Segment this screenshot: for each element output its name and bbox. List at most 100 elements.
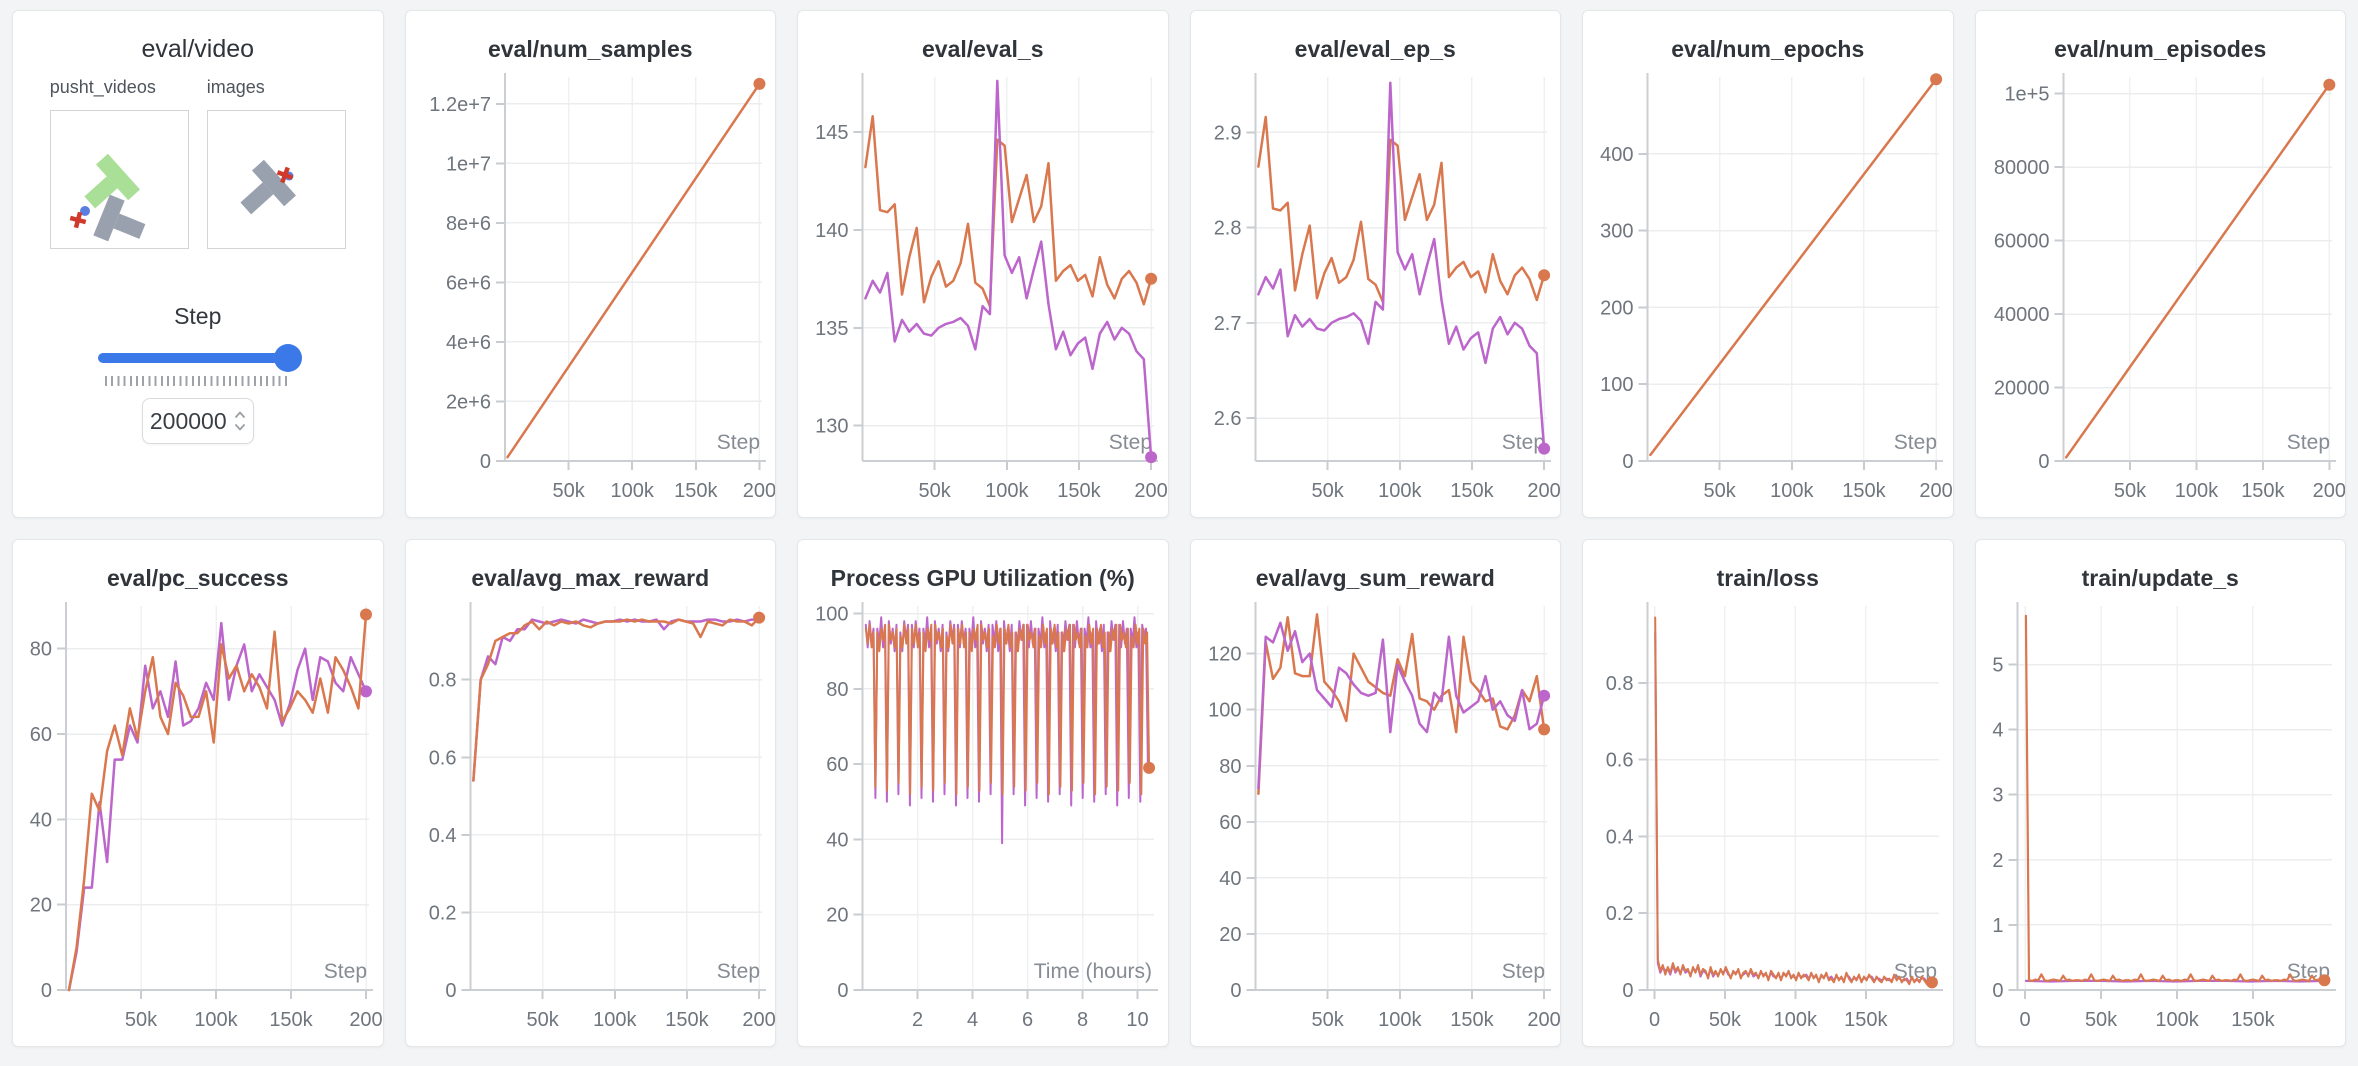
svg-text:4: 4 [1992,720,2003,742]
svg-text:100: 100 [815,604,848,626]
step-input-value: 200000 [149,407,227,434]
thumb-block-images: images [206,77,346,249]
svg-text:0: 0 [1622,980,1633,1002]
pusht-image-frame [240,159,296,215]
chart-eval-num-epochs[interactable]: 50k 100k 150k 200 0 100 200 300 400 Step [1583,63,1953,513]
chart-eval-avg-max-reward[interactable]: 50k 100k 150k 200 0 0.2 0.4 0.6 0.8 Step [406,592,776,1042]
svg-text:100: 100 [1600,374,1633,396]
svg-text:0.4: 0.4 [428,825,456,847]
svg-text:50k: 50k [1311,480,1344,502]
svg-text:100k: 100k [985,480,1029,502]
panel-train-loss: train/loss 0 50k 100k 150k 0 0.2 0.4 0.6 0.8 Step [1582,539,1954,1047]
svg-text:0: 0 [445,980,456,1002]
svg-text:0.2: 0.2 [1606,903,1634,925]
panel-title: eval/video [141,35,255,63]
chart-eval-eval-ep-s[interactable]: 50k 100k 150k 200 2.6 2.7 2.8 2.9 Step [1191,63,1561,513]
svg-text:Step: Step [1894,960,1937,983]
slider-thumb[interactable] [273,344,302,372]
chart-train-loss[interactable]: 0 50k 100k 150k 0 0.2 0.4 0.6 0.8 Step [1583,592,1953,1042]
svg-text:Step: Step [1109,431,1152,454]
svg-text:40: 40 [1219,868,1241,890]
chart-eval-num-samples[interactable]: 50k 100k 150k 200 0 2e+6 4e+6 6e+6 8e+6 1e+7 1.2e+… [406,63,776,513]
svg-text:40000: 40000 [1993,304,2049,326]
panel-title: eval/avg_max_reward [471,565,710,591]
svg-text:100: 100 [1208,700,1241,722]
svg-text:50k: 50k [1709,1009,1742,1031]
svg-text:0.6: 0.6 [1606,750,1634,772]
pusht-env-frame [69,153,146,242]
chart-eval-eval-s[interactable]: 50k 100k 150k 200 130 135 140 145 Step [798,63,1168,513]
svg-text:2.6: 2.6 [1213,408,1241,430]
chart-eval-pc-success[interactable]: 50k 100k 150k 200 0 20 40 60 80 Step [13,592,383,1042]
chart-eval-avg-sum-reward[interactable]: 50k 100k 150k 200 0 20 40 60 80 100 120 Step [1191,592,1561,1042]
stepper-chevrons-icon[interactable] [234,409,246,433]
svg-text:0.2: 0.2 [428,902,456,924]
svg-text:50k: 50k [125,1009,158,1031]
panel-title: eval/num_episodes [2054,36,2267,62]
svg-text:100k: 100k [1770,480,1814,502]
svg-text:1.2e+7: 1.2e+7 [429,94,491,116]
panel-eval-eval-ep-s: eval/eval_ep_s 50k 100k 150k 200 2.6 2.7 2.8 2.… [1189,10,1561,518]
svg-text:200: 200 [349,1009,382,1031]
svg-text:150k: 150k [2241,480,2285,502]
svg-text:60: 60 [30,724,52,746]
t-block-shape [93,194,146,242]
svg-text:0: 0 [2038,451,2049,473]
svg-text:20: 20 [30,895,52,917]
svg-text:50k: 50k [2113,480,2146,502]
svg-text:150k: 150k [1842,480,1886,502]
svg-text:0: 0 [837,980,848,1002]
svg-text:6: 6 [1022,1009,1033,1031]
thumb-label: pusht_videos [49,77,156,97]
svg-text:2: 2 [1992,850,2003,872]
step-slider-label: Step [174,303,222,329]
svg-text:2.7: 2.7 [1213,313,1241,335]
svg-text:Step: Step [2286,960,2329,983]
svg-text:50k: 50k [919,480,952,502]
svg-text:0: 0 [1992,980,2003,1002]
svg-text:60: 60 [826,754,848,776]
svg-text:150k: 150k [269,1009,313,1031]
step-slider[interactable] [97,344,302,372]
thumb-label: images [206,77,265,97]
svg-text:10: 10 [1126,1009,1148,1031]
svg-text:Time (hours): Time (hours) [1034,960,1152,983]
panel-train-update-s: train/update_s 0 50k 100k 150k 0 1 2 3 4 5 Step [1974,539,2346,1047]
step-input[interactable]: 200000 [141,398,254,444]
svg-text:0.8: 0.8 [428,670,456,692]
svg-text:150k: 150k [1450,1009,1494,1031]
chart-train-update-s[interactable]: 0 50k 100k 150k 0 1 2 3 4 5 Step [1976,592,2346,1042]
agent-dot-icon [79,206,90,216]
slider-track[interactable] [97,353,298,363]
svg-text:140: 140 [815,220,848,242]
panel-eval-avg-sum-reward: eval/avg_sum_reward 50k 100k 150k 200 0 20 40 6… [1189,539,1561,1047]
svg-text:60000: 60000 [1993,231,2049,253]
svg-text:135: 135 [815,318,848,340]
video-thumbnail-pusht-videos[interactable] [49,110,189,249]
goal-t-shape [84,153,140,209]
svg-text:80: 80 [1219,756,1241,778]
panel-title: Process GPU Utilization (%) [830,565,1135,591]
svg-text:2.8: 2.8 [1213,218,1241,240]
panel-title: train/loss [1716,565,1819,591]
panel-title: eval/avg_sum_reward [1255,565,1495,591]
video-thumbnail-images[interactable] [206,110,346,249]
svg-text:20: 20 [1219,924,1241,946]
svg-text:80: 80 [826,679,848,701]
svg-text:0.6: 0.6 [428,747,456,769]
svg-text:50k: 50k [1704,480,1737,502]
svg-text:80000: 80000 [1993,157,2049,179]
panel-title: eval/num_epochs [1671,36,1865,62]
svg-text:200: 200 [1527,1009,1560,1031]
svg-text:0: 0 [1649,1009,1660,1031]
svg-text:0: 0 [41,980,52,1002]
svg-text:Step: Step [716,431,759,454]
svg-text:1: 1 [1992,915,2003,937]
svg-text:100k: 100k [1378,1009,1422,1031]
chart-eval-num-episodes[interactable]: 50k 100k 150k 200 0 20000 40000 60000 80000 1e+5 S… [1976,63,2346,513]
target-cross-icon [276,166,294,184]
svg-text:5: 5 [1992,655,2003,677]
svg-text:130: 130 [815,416,848,438]
svg-text:100k: 100k [610,480,654,502]
